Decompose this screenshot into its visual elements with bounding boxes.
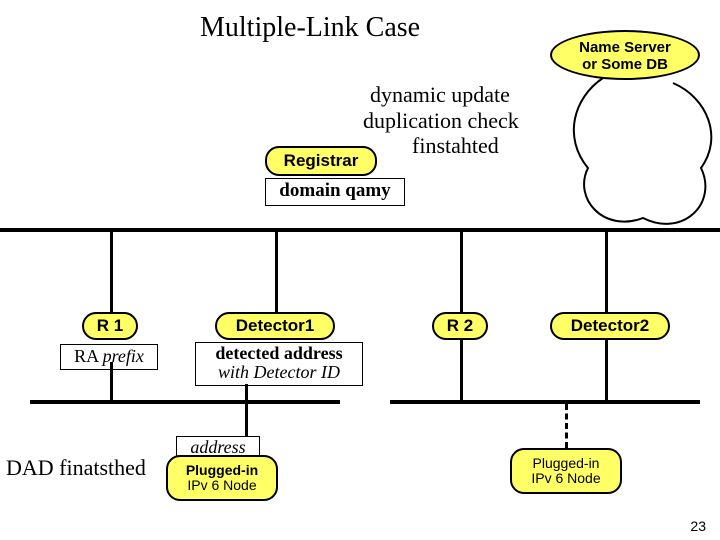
status-text: finstahted [412,133,499,159]
domain-name-box: domain qamy [265,178,405,206]
lower-right-link-bar [390,400,700,404]
upper-link-bar [0,228,720,232]
r1-link [110,232,113,312]
dup-check-text: duplication check [363,108,519,134]
ra-prefix-i: prefix [103,346,144,366]
r1-lower-link [110,362,113,400]
d1-lower-link [245,384,248,400]
d2-lower-link [605,340,608,400]
detector1-box: Detector1 [215,312,335,340]
lower-left-link-bar [30,400,340,404]
node2-l1: Plugged-in [533,455,600,471]
det-l2: with Detector ID [218,362,340,382]
name-server-l2: or Some DB [582,56,668,73]
node2-box: Plugged-in IPv 6 Node [510,448,622,494]
detector2-link [605,232,608,312]
detector2-box: Detector2 [550,312,670,340]
node1-box: Plugged-in IPv 6 Node [166,455,278,501]
node2-l2: IPv 6 Node [531,470,600,486]
r2-lower-link [460,340,463,400]
detected-address-box: detected address with Detector ID [195,342,363,386]
name-server-l1: Name Server [579,39,671,56]
ra-prefix-box: RA prefix [60,344,158,370]
page-title: Multiple-Link Case [200,12,420,44]
det-l1: detected address [215,343,342,363]
node1-l1: Plugged-in [186,462,258,478]
registrar-box: Registrar [265,146,377,176]
dynamic-update-text: dynamic update [370,82,510,108]
r1-box: R 1 [82,312,138,340]
detector1-link [275,232,278,312]
r2-box: R 2 [432,312,488,340]
node1-l2: IPv 6 Node [187,477,256,493]
page-number: 23 [690,518,706,534]
r2-link [460,232,463,312]
name-server-ellipse: Name Server or Some DB [550,30,700,80]
node2-dash-link [565,404,568,448]
dad-text: DAD finatsthed [6,455,146,481]
